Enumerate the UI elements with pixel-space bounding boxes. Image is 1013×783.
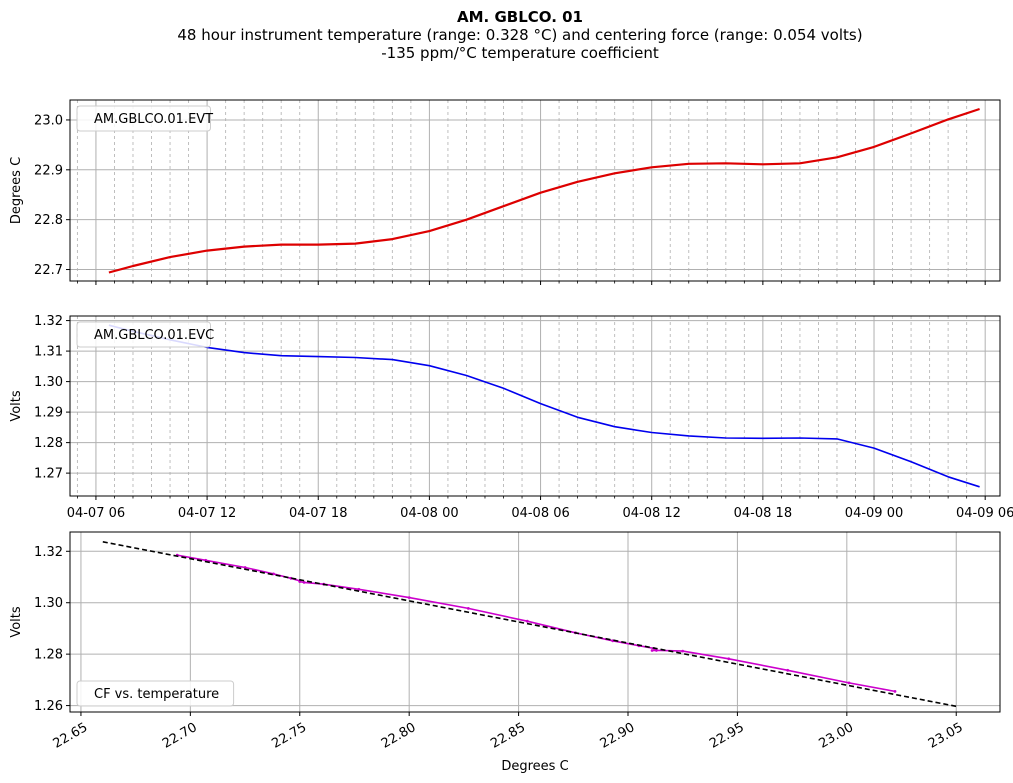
axes-frame: [69, 531, 1001, 713]
legend-label: CF vs. temperature: [94, 687, 219, 702]
y-tick-label: 22.7: [34, 263, 63, 278]
legend-box: [76, 321, 211, 348]
scatter-point: [893, 690, 897, 693]
scatter-point: [407, 596, 411, 599]
figure-title: AM. GBLCO. 01: [457, 8, 583, 26]
x-tick-label: 22.75: [269, 720, 309, 752]
x-tick-label: 04-08 12: [622, 506, 680, 521]
series-line: [108, 107, 980, 274]
x-tick-label: 04-07 18: [289, 506, 347, 521]
x-tick-label: 22.80: [379, 720, 419, 752]
legend-box: [76, 680, 235, 707]
fit-line: [102, 541, 957, 708]
y-tick-label: 22.9: [34, 163, 63, 178]
x-tick-label: 04-07 12: [178, 506, 236, 521]
x-tick-label: 04-08 06: [511, 506, 569, 521]
figure-subtitle: 48 hour instrument temperature (range: 0…: [177, 26, 863, 44]
series-line: [108, 324, 980, 488]
scatter-point: [681, 649, 685, 653]
scatter-point: [298, 580, 302, 583]
axes-frame: [69, 99, 1001, 282]
x-tick-label: 04-09 06: [956, 506, 1013, 521]
legend-label: AM.GBLCO.01.EVT: [94, 112, 213, 127]
x-tick-label: 22.90: [598, 720, 638, 752]
scatter-point: [650, 649, 654, 652]
x-tick-label: 04-08 18: [734, 506, 792, 521]
x-tick-label: 22.70: [160, 720, 200, 752]
axes-frame: [69, 315, 1001, 497]
y-tick-label: 1.32: [34, 545, 63, 560]
scatter-point: [272, 572, 275, 576]
x-tick-label: 22.85: [488, 720, 528, 752]
y-tick-label: 1.31: [34, 345, 63, 360]
x-tick-label: 04-09 00: [845, 506, 903, 521]
x-tick-label: 04-08 00: [400, 506, 458, 521]
legend-box: [76, 105, 211, 132]
scatter-point: [847, 681, 851, 685]
x-tick-label: 23.05: [926, 720, 966, 752]
y-tick-label: 1.26: [34, 699, 63, 714]
figure-subtitle-2: -135 ppm/°C temperature coefficient: [381, 44, 659, 62]
y-tick-label: 22.8: [34, 213, 63, 228]
scatter-point: [466, 607, 470, 610]
scatter-point: [611, 639, 615, 643]
x-axis-label: Degrees C: [501, 759, 568, 774]
x-tick-label: 22.95: [707, 720, 747, 752]
y-axis-label: Volts: [9, 390, 24, 422]
chart-panel-1: 22.7 22.8 22.9 23.0 Degrees C AM.GBLCO.01.EVT: [9, 99, 1001, 285]
scatter-point: [655, 648, 658, 652]
y-tick-label: 1.29: [34, 406, 63, 421]
x-tick-label: 04-07 06: [67, 506, 125, 521]
scatter-point: [727, 657, 731, 661]
scatter-point: [786, 668, 790, 672]
y-tick-label: 1.28: [34, 648, 63, 663]
scatter-point: [525, 619, 529, 623]
scatter-point: [243, 566, 247, 569]
scatter-point: [302, 581, 306, 584]
y-tick-label: 23.0: [34, 113, 63, 128]
y-axis-label: Volts: [9, 606, 24, 638]
y-axis-label: Degrees C: [9, 157, 24, 224]
chart-panel-2: 04-07 06 04-07 12 04-07 18 04-08 00 04-08 06…: [9, 314, 1013, 521]
y-tick-label: 1.30: [34, 596, 63, 611]
x-tick-label: 22.65: [51, 720, 91, 752]
chart-panel-3: 22.65 22.70 22.75 22.80 22.85 22.90 22.95 23.00…: [9, 531, 1001, 774]
scatter-point: [357, 587, 361, 591]
legend-label: AM.GBLCO.01.EVC: [94, 328, 214, 343]
figure-titles: AM. GBLCO. 01 48 hour instrument tempera…: [0, 8, 1013, 62]
y-tick-label: 1.28: [34, 436, 63, 451]
y-tick-label: 1.30: [34, 375, 63, 390]
x-tick-label: 23.00: [816, 720, 856, 752]
y-tick-label: 1.32: [34, 314, 63, 329]
y-tick-label: 1.27: [34, 467, 63, 482]
